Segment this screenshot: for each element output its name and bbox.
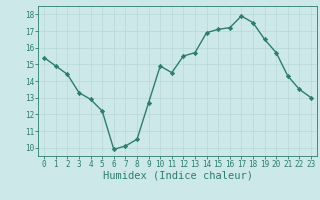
X-axis label: Humidex (Indice chaleur): Humidex (Indice chaleur)	[103, 171, 252, 181]
